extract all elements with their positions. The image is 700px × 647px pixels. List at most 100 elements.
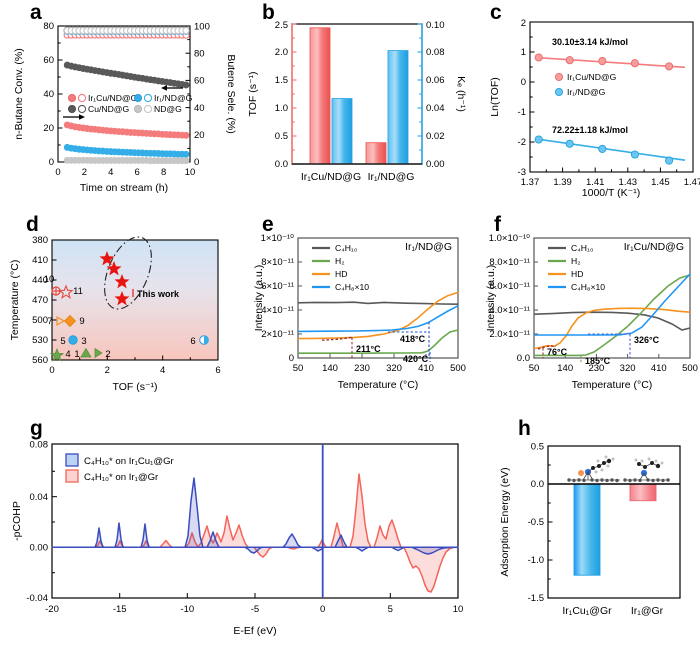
panel-f-chart: 0.0 2.0×10⁻¹¹ 4.0×10⁻¹¹ 6.0×10⁻¹¹ 8.0×10…	[485, 233, 698, 391]
panel-a: a 0 20 40 60 80	[0, 0, 237, 196]
data-point	[182, 26, 190, 35]
bar-kd-ir1	[387, 50, 409, 165]
panel-b-ytick-l-0: 0.0	[275, 159, 288, 170]
panel-d-ref-2: 2	[94, 347, 111, 360]
data-point	[182, 81, 190, 89]
curve-h2-f	[534, 274, 691, 357]
panel-a-ytick-r-80: 80	[194, 49, 205, 60]
structure-ir1-gr	[623, 457, 670, 483]
panel-c-ytick-3: 0	[521, 77, 526, 88]
panel-d-ytick-410: 410	[32, 255, 48, 266]
panel-g-ytick-0: -0.04	[26, 593, 48, 604]
panel-d-ref-label-6: 6	[190, 336, 195, 347]
panel-d-ytick-440: 440	[32, 275, 48, 286]
panel-c-xtick-2: 1.41	[586, 177, 605, 188]
panel-b-ytick-r-3: 0.06	[426, 75, 445, 86]
bar-tof-ir1	[365, 142, 387, 165]
panel-f-legend-label-1: H₂	[571, 256, 581, 266]
panel-a-ytick-0: 0	[49, 157, 54, 168]
panel-f-ytick-1: 2.0×10⁻¹¹	[489, 329, 530, 340]
panel-b-ytick-l-2: 1.0	[275, 103, 288, 114]
panel-e-legend-label-1: H₂	[335, 256, 345, 266]
panel-b-chart: 0.0 0.5 1.0 1.5 2.0 2.5 0.00 0.02 0.04 0…	[247, 20, 467, 183]
panel-d-ylabel: Temperature (°C)	[9, 260, 21, 341]
panel-e-legend-label-0: C₄H₁₀	[335, 243, 358, 253]
panel-g-xtick-4: 0	[320, 604, 325, 615]
panel-d-ref-9: 9	[63, 314, 85, 328]
panel-e-chart: 0 2×10⁻¹¹ 4×10⁻¹¹ 6×10⁻¹¹ 8×10⁻¹¹ 1×10⁻¹…	[253, 233, 466, 391]
panel-a-xtick-4: 4	[108, 167, 113, 178]
panel-f-onset-label-76: 76°C	[547, 347, 568, 357]
panel-b-ytick-l-5: 2.5	[275, 20, 288, 31]
panel-a-ytick-r-40: 40	[194, 103, 205, 114]
panel-g-legend: C₄H₁₀* on Ir₁Cu₁@Gr C₄H₁₀* on Ir₁@Gr	[65, 453, 175, 483]
panel-f-onset-326: 326°C	[588, 333, 660, 358]
panel-a-arrow-left	[63, 114, 85, 120]
panel-a-series-group	[63, 26, 190, 165]
panel-g-xtick-0: -20	[45, 604, 59, 615]
panel-e-ytick-0: 0	[289, 353, 294, 364]
panel-b-xtick-0: Ir₁Cu/ND@G	[301, 171, 361, 183]
panel-c-xtick-1: 1.39	[553, 177, 572, 188]
panel-f-xtick-5: 500	[682, 363, 698, 374]
panel-d-ref-label-5: 5	[60, 336, 65, 347]
panel-e-legend: C₄H₁₀ H₂ HD C₄H₈×10	[312, 243, 369, 292]
panel-g-ylabel: -pCOHP	[11, 501, 23, 541]
panel-b-ytick-l-1: 0.5	[275, 131, 288, 142]
panel-d-xtick-2: 2	[105, 365, 110, 376]
panel-g-xlabel: E-Ef (eV)	[233, 625, 276, 637]
panel-f-xtick-2: 230	[588, 363, 604, 374]
panel-f-xtick-1: 140	[557, 363, 573, 374]
panel-e-onset-211: 211°C	[321, 336, 381, 358]
panel-b-ytick-r-2: 0.04	[426, 103, 445, 114]
panel-f-legend-label-3: C₄H₈×10	[571, 282, 605, 292]
data-point	[182, 131, 190, 139]
curve-c4h10-f	[533, 311, 691, 331]
panel-e-xtick-5: 500	[450, 363, 466, 374]
panel-h-ylabel: Adsorption Energy (eV)	[499, 467, 511, 576]
panel-a-legend: Ir₁Cu/ND@G Ir₁/ND@G Cu/ND@G ND@G	[68, 93, 193, 114]
curve-pcohp-ir1cu	[51, 477, 459, 555]
panel-f-xtick-4: 410	[651, 363, 667, 374]
panel-b-label: b	[262, 1, 275, 24]
panel-e-legend-label-2: HD	[335, 269, 347, 279]
panel-h-ytick-2: -0.5	[528, 517, 544, 528]
panel-d-ref-label-10: 10	[44, 274, 55, 285]
panel-h: h -1.5 -1.0 -0.5 0.0 0.5 Adsorption Ener…	[480, 396, 700, 647]
panel-b-ytick-r-4: 0.08	[426, 47, 445, 58]
panel-b-ytick-r-0: 0.00	[426, 159, 445, 170]
panel-d-ref-label-4: 4	[65, 349, 70, 360]
panel-a-chart: 0 20 40 60 80 0 20 40 60 80 100	[13, 21, 237, 194]
panel-a-legend-label-2: Cu/ND@G	[88, 104, 130, 114]
panel-f-ytick-3: 6.0×10⁻¹¹	[489, 281, 530, 292]
panel-d-ref-label-3: 3	[81, 336, 86, 347]
panel-a-ytick-80: 80	[43, 21, 54, 32]
panel-c-legend-label-0: Ir₁Cu/ND@G	[567, 72, 617, 82]
panel-f-onset-label-185: 185°C	[585, 356, 611, 366]
panel-g-legend-label-1: C₄H₁₀* on Ir₁@Gr	[84, 472, 159, 483]
panel-e-xtick-0: 50	[293, 363, 304, 374]
panel-c-ytick-2: -1	[518, 107, 526, 118]
bar-ir1cu1-gr	[573, 483, 601, 576]
bar-ir1-gr	[629, 483, 657, 502]
panel-c-xlabel: 1000/T (K⁻¹)	[582, 187, 640, 199]
panel-a-xtick-6: 6	[135, 167, 140, 178]
panel-h-ytick-0: -1.5	[528, 593, 544, 604]
panel-c-ytick-4: 1	[521, 47, 526, 58]
panel-d-ytick-380: 380	[32, 235, 48, 246]
panel-d-ref-11: 11	[58, 284, 83, 299]
panel-e-ytick-1: 2×10⁻¹¹	[261, 329, 294, 340]
panel-a-ytick-r-0: 0	[194, 157, 199, 168]
panel-f-ytick-2: 4.0×10⁻¹¹	[489, 305, 530, 316]
panel-d-ref-5-3: 5 3	[60, 335, 87, 347]
panel-a-legend-label-3: ND@G	[154, 104, 182, 114]
panel-b-ytick-r-5: 0.10	[426, 20, 445, 31]
panel-e-xtick-2: 230	[354, 363, 370, 374]
panel-g-ytick-2: 0.04	[30, 492, 49, 503]
panel-e-curves	[297, 291, 459, 354]
panel-e-xtick-4: 410	[418, 363, 434, 374]
panel-c-ytick-1: -2	[518, 137, 526, 148]
panel-a-ytick-60: 60	[43, 55, 54, 66]
panel-e-onset-label-418: 418°C	[400, 334, 426, 344]
